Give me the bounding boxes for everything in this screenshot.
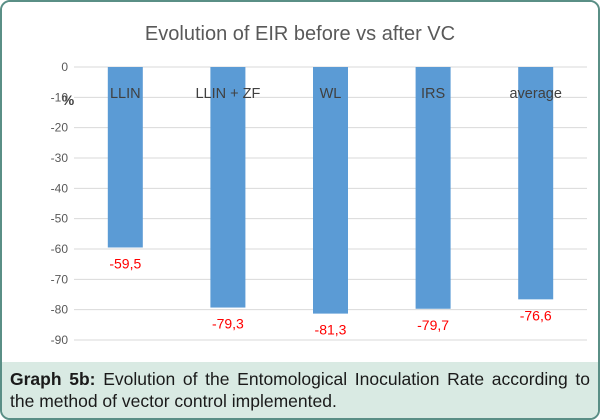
bars bbox=[107, 67, 554, 314]
caption-text: Evolution of the Entomological Inoculati… bbox=[10, 369, 590, 411]
y-tick-label: -60 bbox=[51, 242, 69, 256]
y-tick-label: -90 bbox=[51, 333, 69, 347]
bar bbox=[518, 67, 554, 300]
category-label: LLIN + ZF bbox=[195, 86, 260, 102]
chart-title: Evolution of EIR before vs after VC bbox=[145, 23, 455, 45]
y-tick-label: -20 bbox=[51, 121, 69, 135]
y-tick-label: -80 bbox=[51, 303, 69, 317]
bar-chart: Evolution of EIR before vs after VC % 0 -… bbox=[51, 23, 587, 347]
category-label: LLIN bbox=[110, 86, 141, 102]
y-tick-label: -10 bbox=[51, 90, 69, 104]
y-tick-label: -50 bbox=[51, 212, 69, 226]
bar bbox=[107, 67, 143, 248]
y-tick-label: -70 bbox=[51, 272, 69, 286]
y-tick-label: 0 bbox=[61, 60, 68, 74]
data-label: -79,3 bbox=[212, 316, 244, 332]
y-tick-label: -30 bbox=[51, 151, 69, 165]
y-axis-label: % bbox=[62, 92, 75, 108]
caption-label: Graph 5b: bbox=[10, 369, 96, 389]
bar bbox=[415, 67, 451, 309]
chart-area: Evolution of EIR before vs after VC % 0 -… bbox=[2, 2, 598, 362]
bar bbox=[210, 67, 246, 308]
category-label: IRS bbox=[421, 86, 445, 102]
y-tick-label: -40 bbox=[51, 181, 69, 195]
category-label: WL bbox=[320, 86, 342, 102]
figure-caption: Graph 5b: Evolution of the Entomological… bbox=[2, 362, 598, 418]
data-label: -59,5 bbox=[109, 255, 141, 271]
data-labels: -59,5 -79,3 -81,3 -79,7 -76,6 bbox=[109, 255, 552, 337]
category-label: average bbox=[509, 86, 561, 102]
category-labels: LLIN LLIN + ZF WL IRS average bbox=[110, 86, 562, 102]
y-axis-ticks: 0 -10 -20 -30 -40 -50 -60 -70 -80 -90 bbox=[51, 60, 69, 347]
bar bbox=[313, 67, 348, 314]
data-label: -79,7 bbox=[417, 317, 449, 333]
data-label: -81,3 bbox=[315, 322, 347, 338]
data-label: -76,6 bbox=[520, 307, 552, 323]
